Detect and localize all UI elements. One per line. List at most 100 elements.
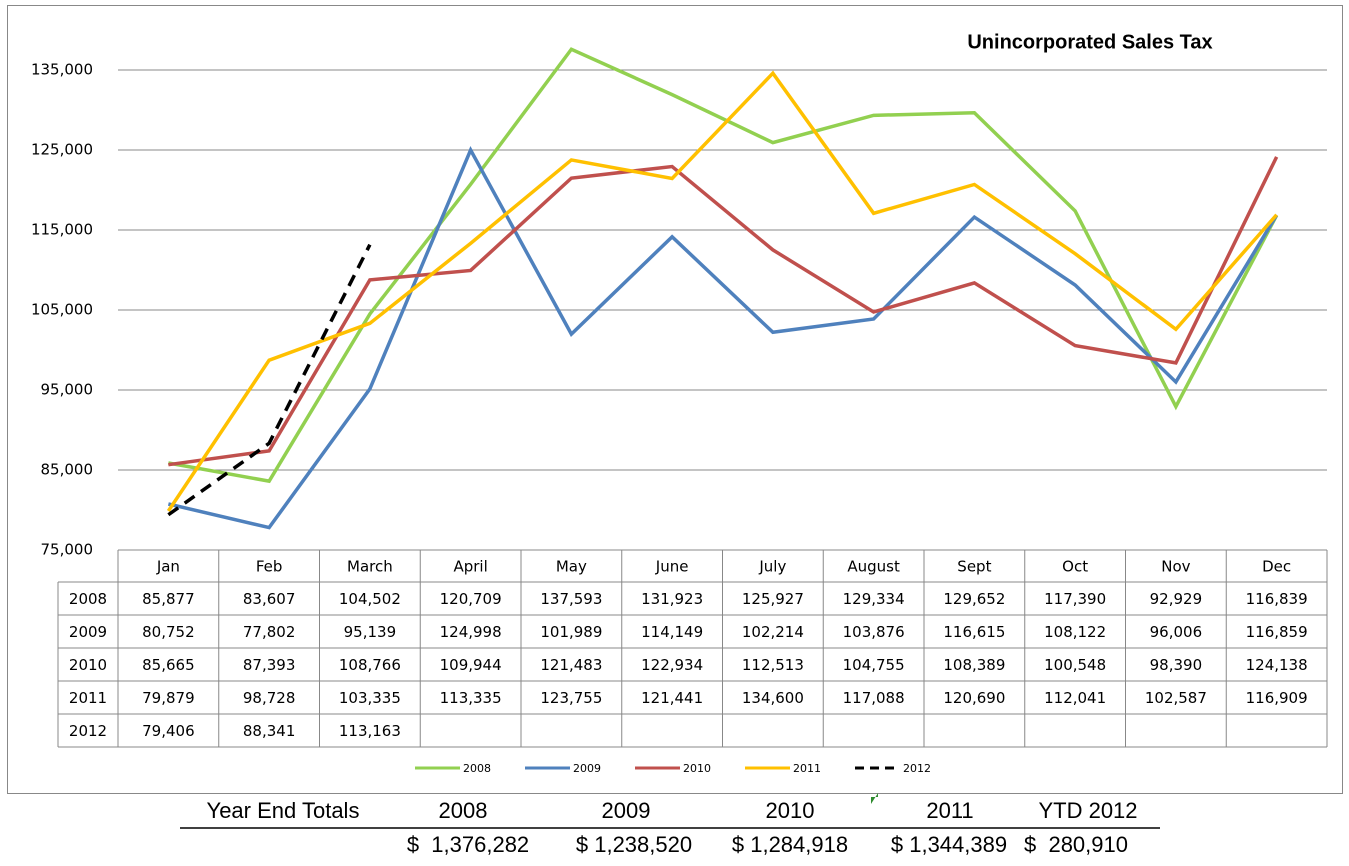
table-cell: 117,390 <box>1044 590 1106 608</box>
y-tick-label: 115,000 <box>31 221 93 239</box>
cell-marker <box>871 793 878 804</box>
legend-label: 2008 <box>463 762 491 775</box>
x-tick-label: Dec <box>1262 558 1291 576</box>
y-tick-label: 75,000 <box>41 541 94 559</box>
table-cell: 129,334 <box>843 590 905 608</box>
summary-total: $ 1,238,520 <box>576 832 692 857</box>
series-line <box>168 47 1279 484</box>
x-tick-label: Feb <box>256 558 283 576</box>
table-cell: 77,802 <box>243 623 296 641</box>
legend-label: 2011 <box>793 762 821 775</box>
legend-label: 2009 <box>573 762 601 775</box>
table-cell: 101,989 <box>540 623 602 641</box>
table-cell: 109,944 <box>440 656 502 674</box>
series-line <box>166 70 1278 512</box>
table-cell: 104,755 <box>843 656 905 674</box>
table-cell: 120,690 <box>943 689 1005 707</box>
row-label: 2009 <box>69 623 107 641</box>
table-cell: 124,998 <box>440 623 502 641</box>
x-tick-label: April <box>453 558 487 576</box>
legend-label: 2012 <box>903 762 931 775</box>
x-tick-label: July <box>758 558 786 576</box>
x-tick-label: August <box>847 558 900 576</box>
summary-total: $ 1,344,389 <box>891 832 1007 857</box>
x-tick-label: Nov <box>1161 558 1190 576</box>
table-cell: 80,752 <box>142 623 195 641</box>
series-line <box>167 145 1279 530</box>
x-tick-label: June <box>655 558 689 576</box>
table-cell: 121,483 <box>540 656 602 674</box>
table-cell: 116,859 <box>1246 623 1308 641</box>
table-cell: 131,923 <box>641 590 703 608</box>
summary-header: YTD 2012 <box>1038 798 1137 823</box>
row-label: 2008 <box>69 590 107 608</box>
table-cell: 104,502 <box>339 590 401 608</box>
table-cell: 85,877 <box>142 590 195 608</box>
chart-title: Unincorporated Sales Tax <box>967 31 1212 53</box>
table-cell: 122,934 <box>641 656 703 674</box>
summary-header: 2011 <box>926 798 973 823</box>
summary-header: 2009 <box>602 798 651 823</box>
table-cell: 116,615 <box>943 623 1005 641</box>
x-tick-label: Sept <box>957 558 991 576</box>
table-cell: 79,406 <box>142 722 195 740</box>
table-cell: 79,879 <box>142 689 195 707</box>
y-tick-label: 95,000 <box>41 381 94 399</box>
table-cell: 112,041 <box>1044 689 1106 707</box>
table-cell: 96,006 <box>1150 623 1203 641</box>
series-line <box>168 156 1279 467</box>
table-cell: 98,390 <box>1150 656 1203 674</box>
table-cell: 102,214 <box>742 623 804 641</box>
table-cell: 116,839 <box>1246 590 1308 608</box>
table-cell: 87,393 <box>243 656 296 674</box>
table-cell: 95,139 <box>344 623 397 641</box>
summary-header: 2008 <box>439 798 488 823</box>
table-cell: 124,138 <box>1246 656 1308 674</box>
table-cell: 125,927 <box>742 590 804 608</box>
table-cell: 114,149 <box>641 623 703 641</box>
table-cell: 121,441 <box>641 689 703 707</box>
table-cell: 108,766 <box>339 656 401 674</box>
table-cell: 92,929 <box>1150 590 1203 608</box>
x-tick-label: Jan <box>156 558 180 576</box>
table-cell: 102,587 <box>1145 689 1207 707</box>
table-cell: 134,600 <box>742 689 804 707</box>
y-tick-label: 125,000 <box>31 141 93 159</box>
table-cell: 137,593 <box>540 590 602 608</box>
table-cell: 100,548 <box>1044 656 1106 674</box>
table-cell: 108,389 <box>943 656 1005 674</box>
summary-header: Year End Totals <box>207 798 360 823</box>
row-label: 2010 <box>69 656 107 674</box>
table-cell: 103,876 <box>843 623 905 641</box>
table-cell: 98,728 <box>243 689 296 707</box>
legend-label: 2010 <box>683 762 711 775</box>
series-line <box>167 243 372 517</box>
chart-border <box>7 5 1343 794</box>
table-cell: 120,709 <box>440 590 502 608</box>
x-tick-label: Oct <box>1062 558 1088 576</box>
table-cell: 123,755 <box>540 689 602 707</box>
table-cell: 112,513 <box>742 656 804 674</box>
table-cell: 85,665 <box>142 656 195 674</box>
y-tick-label: 85,000 <box>41 461 94 479</box>
table-cell: 103,335 <box>339 689 401 707</box>
y-tick-label: 135,000 <box>31 61 93 79</box>
summary-total: $ 1,284,918 <box>732 832 848 857</box>
y-tick-label: 105,000 <box>31 301 93 319</box>
table-cell: 88,341 <box>243 722 296 740</box>
table-cell: 113,163 <box>339 722 401 740</box>
table-cell: 116,909 <box>1246 689 1308 707</box>
x-tick-label: May <box>556 558 587 576</box>
x-tick-label: March <box>347 558 393 576</box>
summary-total: $ 1,376,282 <box>407 832 529 857</box>
summary-total: $ 280,910 <box>1024 832 1128 857</box>
table-cell: 108,122 <box>1044 623 1106 641</box>
table-cell: 129,652 <box>943 590 1005 608</box>
row-label: 2012 <box>69 722 107 740</box>
table-cell: 117,088 <box>843 689 905 707</box>
row-label: 2011 <box>69 689 107 707</box>
table-cell: 83,607 <box>243 590 296 608</box>
table-cell: 113,335 <box>440 689 502 707</box>
summary-header: 2010 <box>766 798 815 823</box>
